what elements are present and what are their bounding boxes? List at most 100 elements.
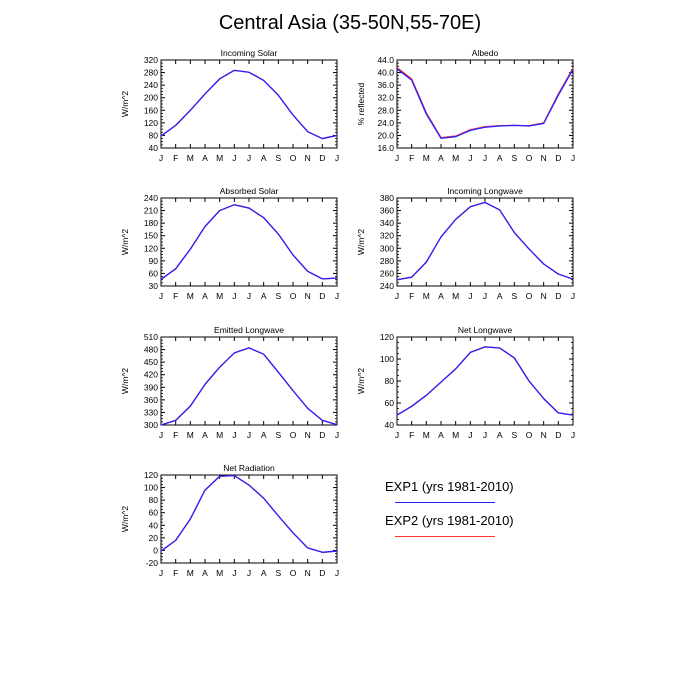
x-tick-label: D bbox=[319, 568, 325, 578]
x-tick-label: J bbox=[571, 430, 575, 440]
x-tick-label: O bbox=[526, 153, 533, 163]
x-tick-label: A bbox=[202, 568, 208, 578]
y-tick-label: 510 bbox=[144, 332, 158, 342]
x-tick-label: O bbox=[526, 291, 533, 301]
x-tick-label: S bbox=[275, 430, 281, 440]
panel-title: Emitted Longwave bbox=[214, 325, 284, 335]
x-tick-label: J bbox=[159, 568, 163, 578]
x-tick-label: J bbox=[571, 291, 575, 301]
y-tick-label: 120 bbox=[144, 470, 158, 480]
x-tick-label: A bbox=[202, 153, 208, 163]
x-tick-label: S bbox=[275, 291, 281, 301]
y-tick-label: 40 bbox=[385, 420, 395, 430]
x-tick-label: A bbox=[438, 430, 444, 440]
x-tick-label: J bbox=[468, 291, 472, 301]
x-tick-label: M bbox=[452, 430, 459, 440]
x-tick-label: J bbox=[483, 291, 487, 301]
y-tick-label: 360 bbox=[144, 395, 158, 405]
x-tick-label: S bbox=[275, 153, 281, 163]
y-tick-label: 60 bbox=[385, 398, 395, 408]
x-tick-label: F bbox=[173, 568, 178, 578]
x-tick-label: N bbox=[305, 153, 311, 163]
x-tick-label: J bbox=[232, 568, 236, 578]
panel-title: Net Radiation bbox=[223, 463, 275, 473]
x-tick-label: J bbox=[232, 430, 236, 440]
panel-title: Absorbed Solar bbox=[220, 186, 279, 196]
x-tick-label: M bbox=[187, 291, 194, 301]
x-tick-label: J bbox=[483, 153, 487, 163]
y-axis-label: W/m^2 bbox=[356, 368, 366, 394]
x-tick-label: J bbox=[395, 291, 399, 301]
legend-label-exp2: EXP2 (yrs 1981-2010) bbox=[385, 513, 514, 528]
x-tick-label: M bbox=[452, 153, 459, 163]
series-line-exp1 bbox=[160, 204, 338, 280]
y-tick-label: 32.0 bbox=[377, 93, 394, 103]
x-tick-label: N bbox=[305, 568, 311, 578]
x-tick-label: M bbox=[423, 430, 430, 440]
x-tick-label: A bbox=[497, 291, 503, 301]
x-tick-label: N bbox=[541, 291, 547, 301]
x-tick-label: S bbox=[511, 153, 517, 163]
y-tick-label: 200 bbox=[144, 93, 158, 103]
y-tick-label: 330 bbox=[144, 407, 158, 417]
y-tick-label: 28.0 bbox=[377, 105, 394, 115]
x-tick-label: J bbox=[232, 291, 236, 301]
x-tick-label: M bbox=[216, 291, 223, 301]
y-tick-label: 210 bbox=[144, 206, 158, 216]
x-tick-label: N bbox=[541, 430, 547, 440]
panel-title: Incoming Solar bbox=[221, 48, 278, 58]
x-tick-label: M bbox=[187, 153, 194, 163]
y-tick-label: 0 bbox=[153, 545, 158, 555]
x-tick-label: M bbox=[423, 153, 430, 163]
panel-title: Net Longwave bbox=[458, 325, 513, 335]
series-line-exp1 bbox=[396, 68, 574, 139]
x-tick-label: A bbox=[261, 568, 267, 578]
y-tick-label: 100 bbox=[144, 483, 158, 493]
series-line-exp1 bbox=[160, 347, 338, 426]
series-line-exp2 bbox=[160, 69, 338, 140]
y-tick-label: 80 bbox=[149, 130, 159, 140]
plot-frame bbox=[396, 197, 574, 287]
legend-label-exp1: EXP1 (yrs 1981-2010) bbox=[385, 479, 514, 494]
x-tick-label: S bbox=[511, 430, 517, 440]
y-tick-label: 60 bbox=[149, 508, 159, 518]
y-tick-label: 280 bbox=[380, 256, 394, 266]
x-tick-label: D bbox=[319, 153, 325, 163]
y-tick-label: 340 bbox=[380, 218, 394, 228]
y-tick-label: 420 bbox=[144, 370, 158, 380]
x-tick-label: J bbox=[335, 430, 339, 440]
legend-item-exp2: EXP2 (yrs 1981-2010) bbox=[385, 512, 525, 546]
plot-frame bbox=[160, 474, 338, 564]
y-tick-label: 100 bbox=[380, 354, 394, 364]
y-tick-label: 24.0 bbox=[377, 118, 394, 128]
y-tick-label: 30 bbox=[149, 281, 159, 291]
x-tick-label: J bbox=[335, 153, 339, 163]
x-tick-label: J bbox=[247, 153, 251, 163]
series-line-exp1 bbox=[160, 474, 338, 553]
series-line-exp2 bbox=[160, 204, 338, 280]
y-tick-label: 120 bbox=[380, 332, 394, 342]
y-tick-label: 20 bbox=[149, 533, 159, 543]
x-tick-label: A bbox=[497, 430, 503, 440]
plot-frame bbox=[396, 336, 574, 426]
x-tick-label: F bbox=[409, 153, 414, 163]
y-tick-label: 300 bbox=[380, 243, 394, 253]
x-tick-label: N bbox=[305, 430, 311, 440]
x-tick-label: M bbox=[187, 430, 194, 440]
y-tick-label: 40 bbox=[149, 143, 159, 153]
x-tick-label: J bbox=[247, 291, 251, 301]
legend-line-exp2 bbox=[395, 536, 495, 537]
x-tick-label: O bbox=[526, 430, 533, 440]
y-axis-label: W/m^2 bbox=[120, 368, 130, 394]
y-tick-label: 320 bbox=[380, 231, 394, 241]
x-tick-label: J bbox=[247, 568, 251, 578]
panel-1: Albedo % reflected 16.0 20.0 24.0 28.0 32.0 36.… bbox=[356, 48, 575, 163]
x-tick-label: J bbox=[247, 430, 251, 440]
series-line-exp2 bbox=[396, 346, 574, 416]
y-tick-label: 390 bbox=[144, 382, 158, 392]
panel-0: Incoming Solar W/m^2 40 80 120 160 200 240 280 32… bbox=[120, 48, 339, 163]
x-tick-label: O bbox=[290, 568, 297, 578]
legend: EXP1 (yrs 1981-2010) EXP2 (yrs 1981-2010… bbox=[385, 478, 525, 546]
x-tick-label: O bbox=[290, 291, 297, 301]
